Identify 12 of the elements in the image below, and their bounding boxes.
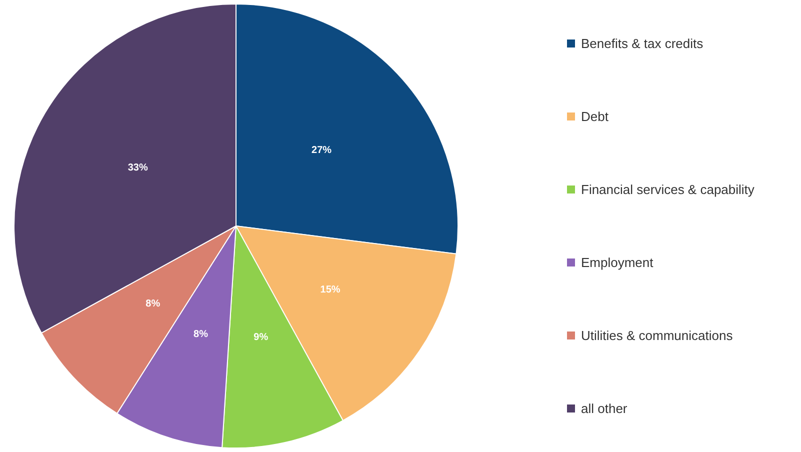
data-label: 9%: [254, 332, 268, 343]
legend-label: Benefits & tax credits: [581, 36, 704, 51]
legend-label: Financial services & capability: [581, 182, 755, 197]
legend-label: all other: [581, 401, 628, 416]
legend-label: Debt: [581, 109, 609, 124]
data-label: 15%: [320, 284, 340, 296]
legend-label: Employment: [581, 255, 654, 270]
data-label: 8%: [146, 298, 160, 310]
legend-label: Utilities & communications: [581, 328, 734, 343]
data-label: 27%: [312, 145, 332, 156]
data-label: 8%: [194, 328, 208, 340]
data-label: 33%: [128, 162, 148, 174]
